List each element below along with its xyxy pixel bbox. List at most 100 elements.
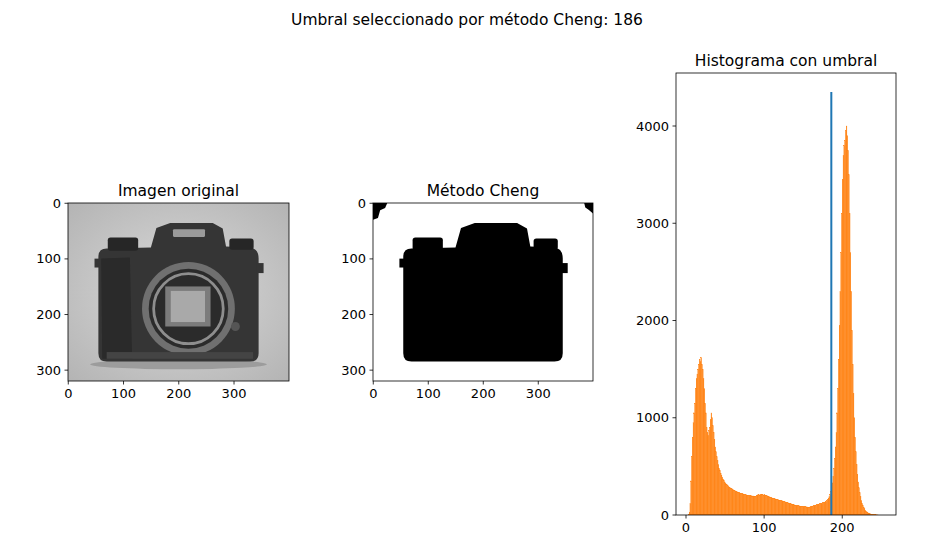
histogram-bar [811, 506, 813, 515]
histogram-bar [717, 461, 719, 515]
camera-dial [108, 237, 138, 250]
histogram-bar [757, 495, 759, 515]
histogram-bar [725, 484, 727, 515]
histogram-bar [791, 504, 793, 515]
histogram-bar [740, 493, 742, 515]
x-tick-label: 200 [830, 520, 855, 535]
y-tick [65, 370, 69, 371]
y-tick [370, 314, 374, 315]
histogram-bar [800, 506, 802, 515]
histogram-bar [825, 501, 827, 515]
camera-body [403, 223, 563, 362]
histogram-bar [800, 506, 802, 515]
histogram-bar [739, 493, 741, 515]
histogram-bar [857, 482, 859, 515]
histogram-bar [787, 503, 789, 515]
y-tick-label: 300 [341, 363, 366, 378]
histogram-bar [782, 501, 784, 515]
y-tick [370, 370, 374, 371]
y-tick [673, 417, 677, 418]
axes-title: Histograma con umbral [695, 52, 878, 70]
axes-frame [373, 203, 593, 381]
histogram-bar [706, 427, 708, 515]
histogram-bar [789, 503, 791, 515]
histogram-bar [785, 502, 787, 515]
histogram-bar [733, 490, 735, 515]
histogram-bar [813, 506, 815, 515]
histogram-bar [780, 501, 782, 515]
histogram-bar [848, 175, 850, 515]
panel: Método Cheng01002003000100200300 [341, 182, 593, 401]
histogram-bar [707, 432, 709, 515]
lens-mount [142, 262, 235, 355]
histogram-bar [850, 252, 852, 515]
plot-area [68, 203, 289, 381]
histogram-bar [765, 496, 767, 515]
y-tick [673, 320, 677, 321]
histogram-bar [726, 485, 728, 515]
histogram-bar [775, 499, 777, 515]
histogram-bar [713, 432, 715, 515]
x-tick-label: 300 [526, 386, 551, 401]
image-background [373, 203, 593, 381]
histogram-bar [856, 464, 858, 515]
histogram-bar [804, 507, 806, 515]
y-tick-label: 3000 [636, 216, 669, 231]
histogram-bar [807, 507, 809, 515]
histogram-bar [788, 503, 790, 515]
histogram-bar [728, 487, 730, 515]
sensor-box [165, 286, 210, 326]
histogram-bar [771, 498, 773, 515]
histogram-bar [705, 413, 707, 515]
camera-button [231, 322, 240, 331]
histogram-bar [810, 507, 812, 515]
histogram-bar [821, 503, 823, 515]
histogram-bar [704, 403, 706, 515]
axes-frame [676, 73, 896, 515]
histogram-bar [753, 496, 755, 515]
camera-base [107, 352, 253, 359]
x-tick-label: 100 [752, 520, 777, 535]
histogram-bar [771, 498, 773, 515]
histogram-bar [730, 488, 732, 515]
histogram-bar [814, 505, 816, 515]
histogram-bar [731, 489, 733, 515]
lens-ring [154, 274, 224, 344]
histogram-bar [752, 496, 754, 515]
lens-mount-inner [149, 269, 229, 349]
x-tick-label: 100 [111, 386, 136, 401]
plot-area [373, 203, 593, 381]
histogram-bar [864, 509, 866, 515]
y-tick-label: 0 [53, 196, 61, 211]
histogram-bar [786, 503, 788, 515]
histogram-bar [792, 504, 794, 515]
histogram-bar [776, 499, 778, 515]
histogram-bar [746, 495, 748, 515]
histogram-bar [862, 505, 864, 515]
x-tick [483, 381, 484, 385]
camera-lug [399, 259, 405, 268]
camera-grip [101, 258, 132, 359]
histogram-bar [722, 479, 724, 515]
x-tick [686, 515, 687, 519]
x-tick [68, 381, 69, 385]
histogram-bar [858, 488, 860, 515]
histogram-bar [738, 493, 740, 515]
histogram-bar [748, 496, 750, 515]
histogram-bar [762, 495, 764, 515]
histogram-bar [849, 214, 851, 515]
sensor [171, 291, 205, 322]
image-background [68, 203, 289, 381]
suptitle: Umbral seleccionado por método Cheng: 18… [291, 11, 643, 29]
histogram-bar [778, 500, 780, 515]
histogram-bar [719, 470, 721, 515]
histogram-bar [852, 364, 854, 515]
histogram-bar [850, 291, 852, 515]
histogram-bar [744, 495, 746, 515]
histogram-bar [793, 505, 795, 515]
histogram-bar [797, 506, 799, 515]
histogram-bar [737, 492, 739, 515]
histogram-bar [859, 493, 861, 515]
histogram-bar [865, 511, 867, 515]
histogram-bar [718, 468, 720, 515]
